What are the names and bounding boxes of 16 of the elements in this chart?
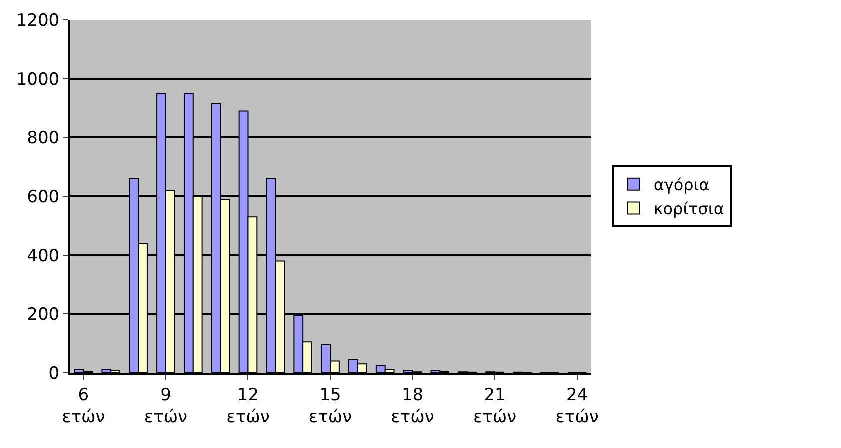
x-tick-label: 21 ετών bbox=[473, 385, 517, 428]
y-tick-label: 800 bbox=[27, 128, 60, 149]
x-tick-label: 9 ετών bbox=[144, 385, 188, 428]
y-tick-label: 1000 bbox=[16, 70, 60, 90]
y-tick-label: 0 bbox=[48, 364, 60, 384]
x-tick-label: 12 ετών bbox=[226, 385, 270, 428]
legend-label: κορίτσια bbox=[654, 199, 724, 218]
x-tick-label: 6 ετών bbox=[62, 385, 106, 428]
legend-label: αγόρια bbox=[654, 176, 710, 195]
y-tick-label: 400 bbox=[27, 246, 60, 266]
y-tick-label: 1200 bbox=[16, 10, 60, 31]
y-tick-label: 200 bbox=[27, 305, 60, 326]
x-tick-label: 15 ετών bbox=[308, 385, 352, 428]
y-tick-label: 600 bbox=[27, 187, 60, 208]
x-tick-label: 24 ετών bbox=[556, 385, 599, 428]
x-tick-label: 18 ετών bbox=[391, 385, 434, 428]
